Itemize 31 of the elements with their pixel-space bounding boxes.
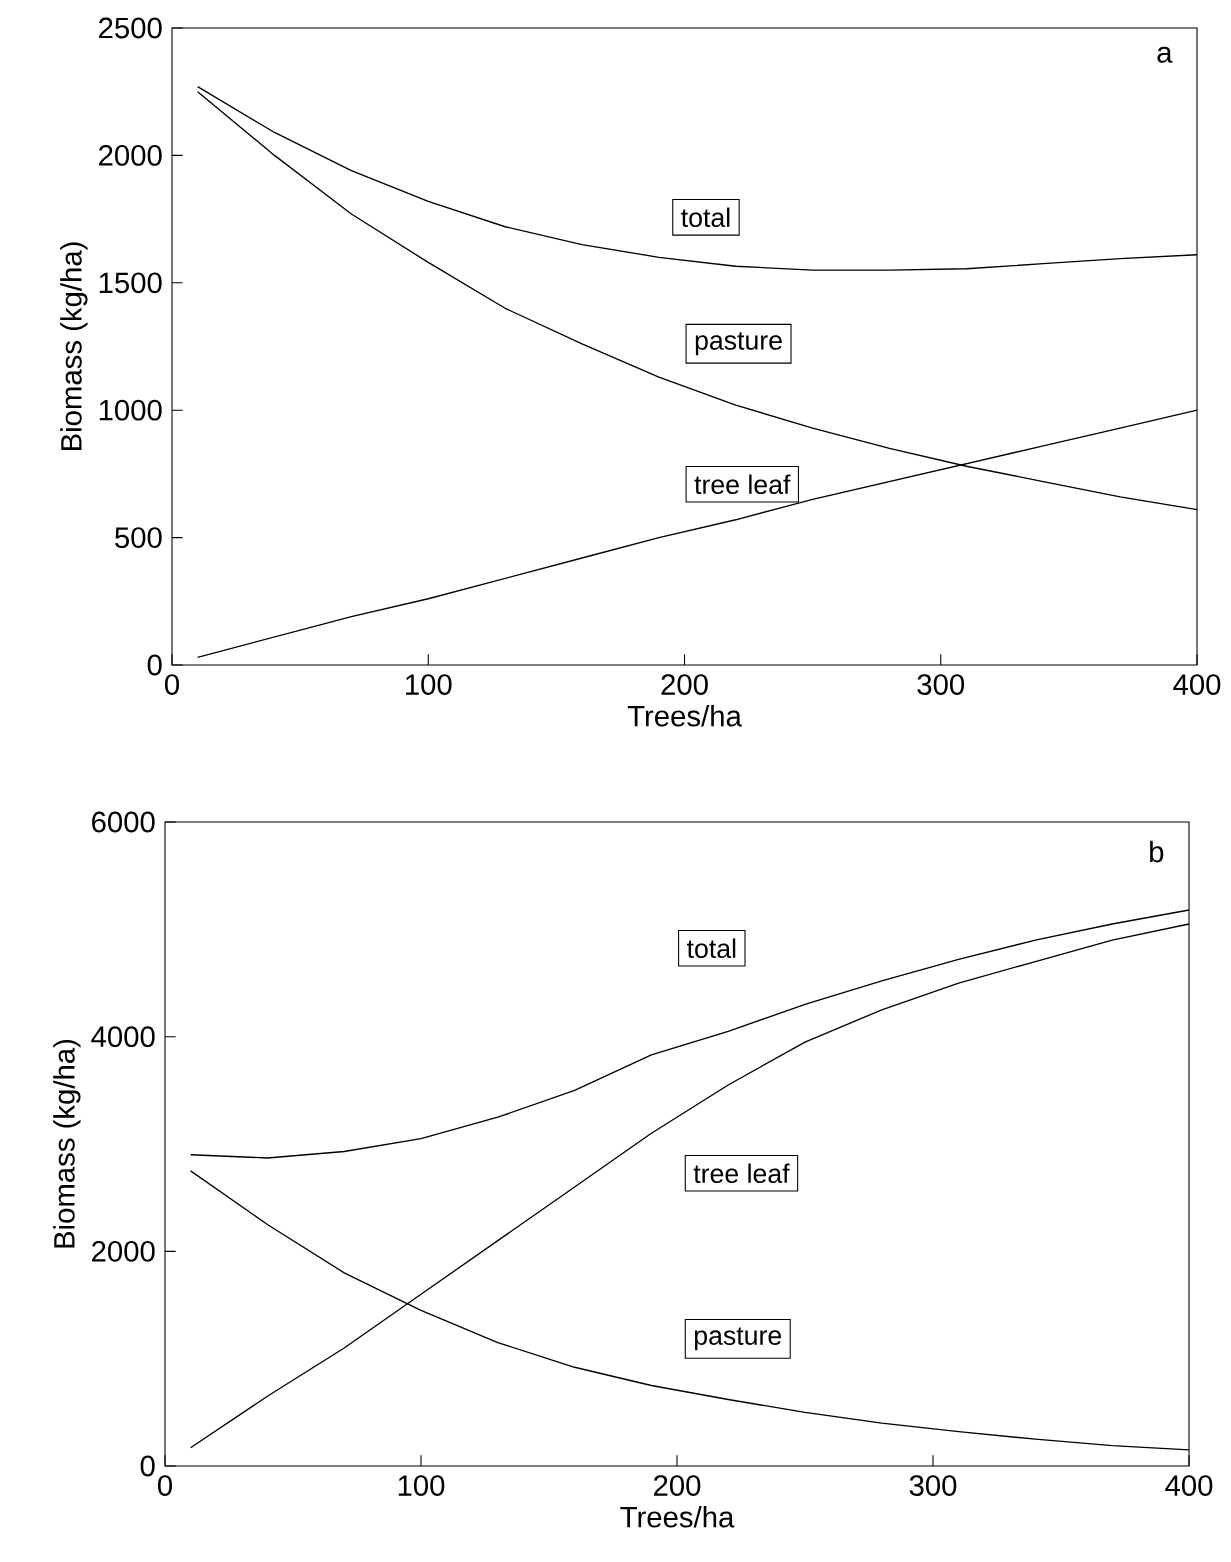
x-tick-label: 200: [661, 674, 708, 695]
y-axis-title: Biomass (kg/ha): [53, 1039, 81, 1248]
series-label: tree leaf: [694, 474, 791, 495]
y-tick-label: 1500: [99, 272, 162, 294]
x-tick-label: 300: [917, 674, 965, 695]
series-label: pasture: [695, 332, 782, 356]
x-axis-title: Trees/ha: [627, 704, 742, 727]
y-tick-label: 6000: [92, 811, 155, 833]
x-tick-label: 300: [909, 1475, 957, 1496]
x-axis-title: Trees/ha: [620, 1505, 735, 1528]
y-tick-label: 2000: [92, 1240, 155, 1262]
x-tick-label: 400: [1173, 674, 1221, 695]
series-label: total: [681, 207, 730, 228]
y-tick-label: 1000: [99, 399, 162, 421]
text: total: [687, 938, 736, 959]
y-tick-label: 0: [147, 654, 162, 676]
x-tick-label: 200: [654, 1475, 701, 1496]
annotation: b: [1150, 840, 1164, 863]
y-tick-label: 0: [140, 1455, 155, 1477]
y-tick-label: 2500: [99, 17, 162, 39]
y-tick-label: 2000: [99, 145, 162, 166]
y-tick-label: 4000: [91, 1026, 155, 1048]
x-tick-label: 0: [164, 674, 180, 695]
x-tick-label: 400: [1165, 1475, 1213, 1496]
y-tick-label: 500: [115, 527, 162, 548]
x-tick-label: 100: [398, 1475, 445, 1496]
annotation: a: [1157, 46, 1173, 63]
y-axis-title: Biomass (kg/ha): [60, 242, 88, 451]
series-label: tree leaf: [693, 1163, 790, 1184]
x-tick-label: 100: [406, 674, 452, 695]
series-label: pasture: [694, 1327, 782, 1351]
